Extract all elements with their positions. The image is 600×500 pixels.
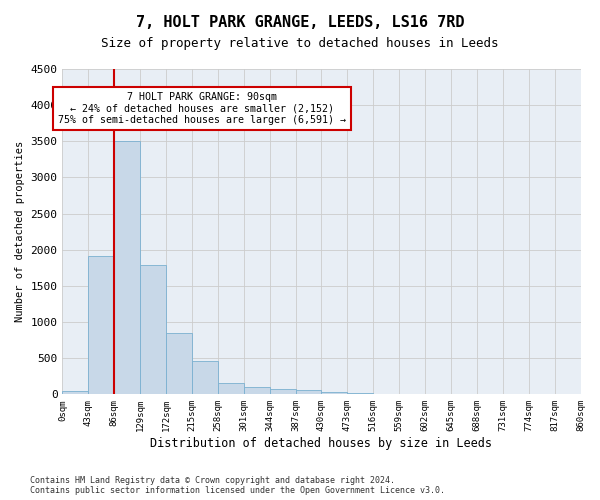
X-axis label: Distribution of detached houses by size in Leeds: Distribution of detached houses by size … bbox=[151, 437, 493, 450]
Text: Contains HM Land Registry data © Crown copyright and database right 2024.
Contai: Contains HM Land Registry data © Crown c… bbox=[30, 476, 445, 495]
Bar bbox=[140, 265, 166, 394]
Bar bbox=[62, 390, 88, 394]
Text: 7, HOLT PARK GRANGE, LEEDS, LS16 7RD: 7, HOLT PARK GRANGE, LEEDS, LS16 7RD bbox=[136, 15, 464, 30]
Text: Size of property relative to detached houses in Leeds: Size of property relative to detached ho… bbox=[101, 38, 499, 51]
Bar bbox=[244, 387, 269, 394]
Text: 7 HOLT PARK GRANGE: 90sqm
← 24% of detached houses are smaller (2,152)
75% of se: 7 HOLT PARK GRANGE: 90sqm ← 24% of detac… bbox=[58, 92, 346, 125]
Bar bbox=[114, 140, 140, 394]
Y-axis label: Number of detached properties: Number of detached properties bbox=[15, 141, 25, 322]
Bar bbox=[218, 383, 244, 394]
Bar bbox=[296, 390, 322, 394]
Bar bbox=[192, 361, 218, 394]
Bar bbox=[166, 333, 192, 394]
Bar bbox=[269, 390, 296, 394]
Bar bbox=[347, 392, 373, 394]
Bar bbox=[322, 392, 347, 394]
Bar bbox=[88, 256, 114, 394]
